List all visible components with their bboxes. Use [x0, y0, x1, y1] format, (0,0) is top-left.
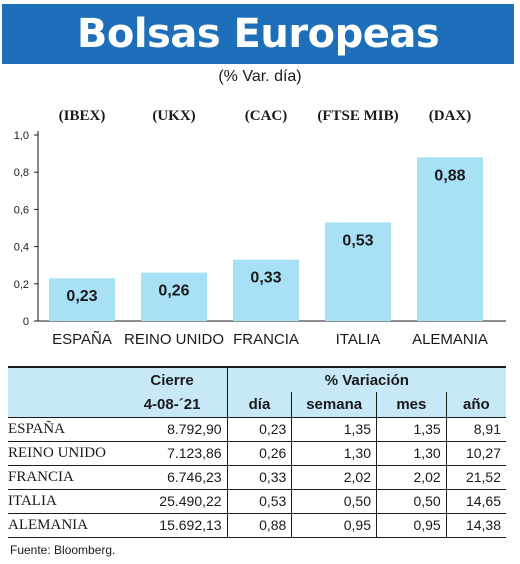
category-label: ITALIA — [336, 331, 381, 348]
cell-mes: 1,35 — [375, 417, 447, 442]
y-tick-label: 1,0 — [14, 130, 29, 142]
index-label: (IBEX) — [59, 108, 106, 124]
cell-dia: 0,23 — [226, 417, 292, 442]
bar-value-label: 0,23 — [66, 288, 97, 305]
bar — [233, 259, 299, 321]
index-label: (CAC) — [245, 108, 288, 124]
cell-name: ITALIA — [8, 489, 118, 514]
cell-mes: 1,30 — [375, 441, 447, 466]
source-note: Fuente: Bloomberg. — [10, 543, 116, 557]
category-label: FRANCIA — [233, 331, 299, 348]
cell-anio: 21,52 — [445, 465, 506, 490]
cell-dia: 0,33 — [226, 465, 292, 490]
cell-cierre: 15.692,13 — [117, 513, 228, 538]
cell-anio: 8,91 — [445, 417, 506, 442]
bar — [325, 222, 391, 321]
y-tick-label: 0,6 — [14, 204, 29, 216]
bar-chart: 0 0,2 0,4 0,6 0,8 1,0 0,23 (IBEX) ESPAÑA 0,26 (UKX… — [0, 92, 520, 358]
header-cierre: Cierre — [117, 366, 228, 392]
data-table: Cierre % Variación 4-08-´21 día semana m… — [8, 366, 506, 538]
cell-name: ALEMANIA — [8, 513, 118, 538]
cell-dia: 0,53 — [226, 489, 292, 514]
y-tick-label: 0,2 — [14, 279, 29, 291]
bar-value-label: 0,88 — [434, 167, 465, 184]
table-sub-header-row: 4-08-´21 día semana mes año — [8, 392, 506, 418]
header-empty — [8, 366, 118, 392]
table-group-header-row: Cierre % Variación — [8, 366, 506, 392]
header-anio: año — [445, 392, 506, 418]
cell-mes: 0,95 — [375, 513, 447, 538]
bar — [49, 278, 115, 321]
chart-title: Bolsas Europeas — [76, 11, 440, 57]
y-tick-label: 0 — [23, 316, 29, 328]
y-tick-label: 0,8 — [14, 167, 29, 179]
cell-anio: 14,65 — [445, 489, 506, 514]
cell-name: ESPAÑA — [8, 417, 118, 442]
cell-semana: 0,95 — [291, 513, 377, 538]
cell-semana: 2,02 — [291, 465, 377, 490]
title-banner: Bolsas Europeas — [2, 4, 514, 64]
category-label: ESPAÑA — [52, 331, 112, 348]
category-label: ALEMANIA — [412, 331, 488, 348]
bar-value-label: 0,53 — [342, 232, 373, 249]
category-label: REINO UNIDO — [124, 331, 224, 348]
header-dia: día — [226, 392, 292, 418]
table-row: ESPAÑA 8.792,90 0,23 1,35 1,35 8,91 — [8, 417, 506, 442]
cell-anio: 14,38 — [445, 513, 506, 538]
cell-semana: 1,30 — [291, 441, 377, 466]
table-row: REINO UNIDO 7.123,86 0,26 1,30 1,30 10,27 — [8, 441, 506, 466]
cell-cierre: 7.123,86 — [117, 441, 228, 466]
header-mes: mes — [375, 392, 447, 418]
cell-anio: 10,27 — [445, 441, 506, 466]
cell-mes: 2,02 — [375, 465, 447, 490]
bar-value-label: 0,26 — [158, 283, 189, 300]
header-variacion: % Variación — [226, 366, 506, 392]
index-label: (DAX) — [429, 108, 472, 124]
chart-subtitle: (% Var. día) — [218, 68, 302, 85]
header-semana: semana — [291, 392, 377, 418]
cell-dia: 0,88 — [226, 513, 292, 538]
cell-cierre: 6.746,23 — [117, 465, 228, 490]
bar — [417, 157, 483, 321]
table-row: FRANCIA 6.746,23 0,33 2,02 2,02 21,52 — [8, 465, 506, 490]
bar — [141, 272, 207, 321]
cell-dia: 0,26 — [226, 441, 292, 466]
y-tick-label: 0,4 — [14, 242, 29, 254]
bar-value-label: 0,33 — [250, 270, 281, 287]
cell-name: REINO UNIDO — [8, 441, 118, 466]
cell-semana: 1,35 — [291, 417, 377, 442]
cell-cierre: 8.792,90 — [117, 417, 228, 442]
cell-mes: 0,50 — [375, 489, 447, 514]
header-empty-2 — [8, 392, 118, 418]
table-row: ITALIA 25.490,22 0,53 0,50 0,50 14,65 — [8, 489, 506, 514]
header-date: 4-08-´21 — [117, 392, 228, 418]
index-label: (FTSE MIB) — [317, 108, 398, 124]
cell-semana: 0,50 — [291, 489, 377, 514]
bar-chart-svg: 0 0,2 0,4 0,6 0,8 1,0 0,23 (IBEX) ESPAÑA 0,26 (UKX… — [14, 108, 506, 348]
cell-name: FRANCIA — [8, 465, 118, 490]
index-label: (UKX) — [152, 108, 195, 124]
table-row: ALEMANIA 15.692,13 0,88 0,95 0,95 14,38 — [8, 513, 506, 538]
cell-cierre: 25.490,22 — [117, 489, 228, 514]
